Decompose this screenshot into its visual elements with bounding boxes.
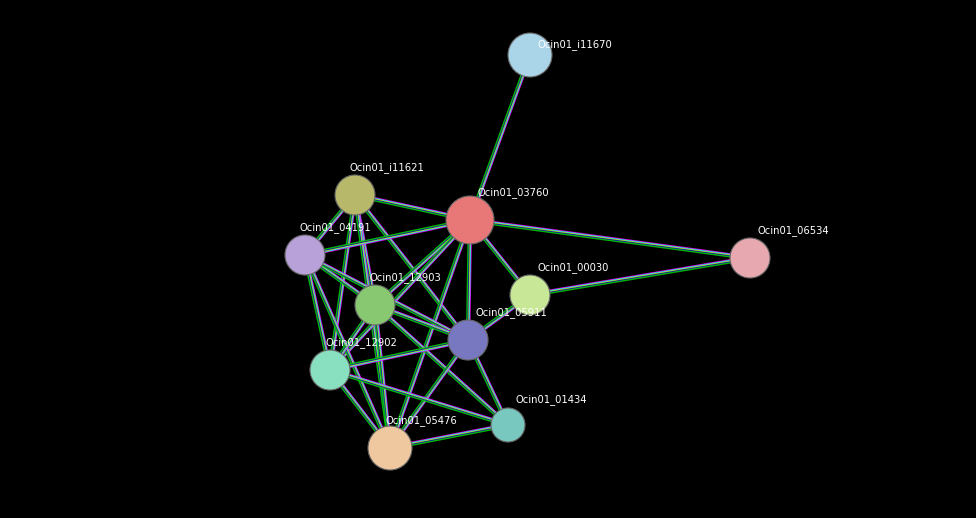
Circle shape <box>285 235 325 275</box>
Text: Ocin01_05476: Ocin01_05476 <box>385 415 457 426</box>
Text: Ocin01_01434: Ocin01_01434 <box>516 394 588 405</box>
Circle shape <box>355 285 395 325</box>
Text: Ocin01_i11621: Ocin01_i11621 <box>350 162 425 173</box>
Circle shape <box>508 33 552 77</box>
Circle shape <box>510 275 550 315</box>
Circle shape <box>491 408 525 442</box>
Text: Ocin01_i11670: Ocin01_i11670 <box>538 39 613 50</box>
Text: Ocin01_06534: Ocin01_06534 <box>758 225 830 236</box>
Text: Ocin01_05911: Ocin01_05911 <box>476 307 548 318</box>
Text: Ocin01_12902: Ocin01_12902 <box>325 337 397 348</box>
Circle shape <box>446 196 494 244</box>
Circle shape <box>310 350 350 390</box>
Circle shape <box>448 320 488 360</box>
Text: Ocin01_03760: Ocin01_03760 <box>478 187 549 198</box>
Text: Ocin01_04191: Ocin01_04191 <box>300 222 372 233</box>
Text: Ocin01_12903: Ocin01_12903 <box>370 272 442 283</box>
Text: Ocin01_00030: Ocin01_00030 <box>538 262 609 273</box>
Circle shape <box>335 175 375 215</box>
Circle shape <box>368 426 412 470</box>
Circle shape <box>730 238 770 278</box>
